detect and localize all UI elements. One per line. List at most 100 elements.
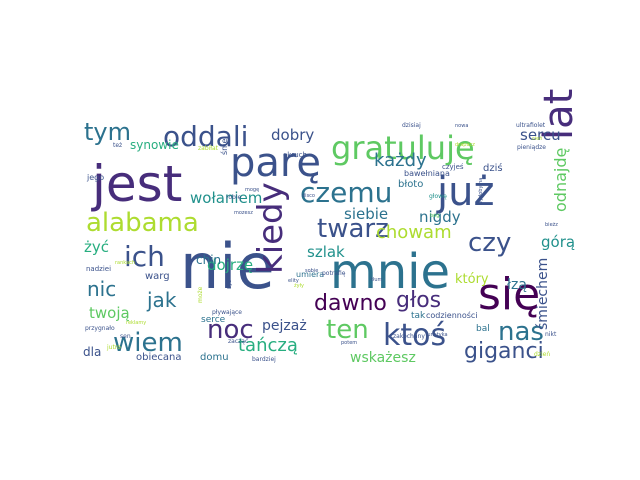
word-40: górą [541, 233, 575, 251]
word-53: błoto [398, 179, 423, 190]
word-8: kiedy [251, 182, 291, 274]
word-11: oddali [163, 120, 248, 153]
word-84: żyły [294, 283, 304, 289]
word-10: alabama [86, 208, 199, 238]
word-16: ten [326, 315, 369, 345]
word-76: zabiłat [198, 145, 219, 152]
word-23: głos [396, 288, 441, 313]
word-41: łzą [507, 277, 527, 293]
word-30: dobry [271, 126, 314, 144]
word-88: tłum [371, 277, 383, 283]
word-90: disco [302, 193, 315, 199]
word-3: jest [91, 155, 182, 213]
word-18: nas [498, 317, 544, 347]
word-56: bal [476, 324, 490, 334]
word-1: nie [180, 230, 275, 303]
word-87: bóg [430, 212, 439, 219]
word-38: żyć [84, 238, 109, 256]
word-27: jak [146, 288, 177, 312]
word-55: tak [411, 311, 426, 321]
word-75: śnie [219, 139, 229, 155]
word-98: drapacz [455, 142, 475, 148]
word-99: być [226, 280, 233, 289]
word-67: zakochany [393, 333, 425, 340]
word-64: nadziei [86, 265, 111, 273]
word-69: pływające [212, 309, 242, 316]
word-24: giganci [464, 339, 544, 364]
word-7: lat [536, 89, 582, 140]
word-50: domu [200, 352, 229, 363]
word-29: tańczą [238, 335, 298, 356]
word-77: też [113, 142, 122, 149]
word-17: czy [468, 228, 511, 258]
word-79: sen [120, 333, 131, 340]
word-96: mozesz [234, 210, 253, 216]
word-62: czyjeś [442, 163, 464, 171]
word-48: synowie [130, 138, 179, 152]
word-32: sercu [520, 126, 561, 144]
word-15: ktoś [383, 318, 446, 353]
word-82: dzień [534, 351, 550, 358]
word-47: chin [196, 253, 221, 267]
word-13: twarz [317, 214, 389, 244]
word-45: który [455, 272, 489, 287]
word-60: okruch [283, 151, 307, 159]
word-72: głowę [429, 193, 447, 200]
word-26: każdy [374, 150, 427, 171]
word-5: parę [230, 140, 321, 186]
word-22: dawno [314, 291, 387, 316]
word-65: zacząć [228, 338, 248, 345]
word-54: serce [201, 315, 226, 325]
word-31: wołaniem [190, 189, 262, 207]
word-57: codzienności [426, 310, 478, 320]
word-74: może [197, 286, 204, 303]
word-94: łunatyka [426, 332, 448, 338]
word-83: nikt [545, 331, 557, 338]
word-2: mnie [330, 244, 450, 300]
word-91: potem [341, 340, 357, 346]
word-100: cień [532, 135, 542, 142]
word-80: jutro [106, 344, 121, 351]
word-4: się [478, 269, 540, 320]
word-25: chowam [376, 222, 452, 243]
word-12: czemu [300, 176, 392, 209]
word-81: bardziej [252, 356, 276, 363]
word-43: wskażesz [350, 350, 416, 366]
word-85: bieżz [545, 222, 558, 228]
word-59: umiera [296, 270, 324, 279]
word-51: warg [145, 271, 170, 282]
word-93: reklamy [126, 320, 146, 326]
word-89: sobie [305, 268, 318, 274]
word-46: dla [83, 345, 101, 359]
word-66: przygnało [85, 325, 115, 332]
word-78: rankach [115, 260, 135, 266]
word-21: tym [84, 118, 131, 146]
word-34: szlak [307, 243, 345, 261]
word-36: dojrzę [207, 256, 253, 274]
word-63: jego [86, 173, 104, 182]
word-19: noc [207, 315, 254, 345]
word-73: robię [226, 194, 241, 201]
word-97: nowa [455, 123, 468, 129]
word-71: pieniądze [517, 144, 546, 151]
word-52: dziś [483, 162, 503, 174]
word-6: już [436, 169, 494, 215]
word-33: odnajdę [551, 148, 570, 212]
word-58: bawełniana [404, 169, 450, 178]
word-42: pejzaż [262, 318, 307, 334]
word-49: obiecana [136, 352, 182, 363]
word-35: siebie [344, 205, 388, 223]
word-20: wiem [113, 328, 183, 358]
word-68: potrafię [322, 270, 346, 277]
word-86: wydobyma [478, 178, 484, 205]
word-14: ich [124, 240, 165, 273]
word-61: dzisiaj [402, 122, 421, 129]
word-37: nigdy [419, 208, 461, 226]
word-44: śmiechem [535, 258, 551, 330]
word-70: ultrafiolet [516, 122, 546, 129]
word-9: gratuluję [331, 129, 475, 167]
word-92: elity [288, 278, 299, 284]
